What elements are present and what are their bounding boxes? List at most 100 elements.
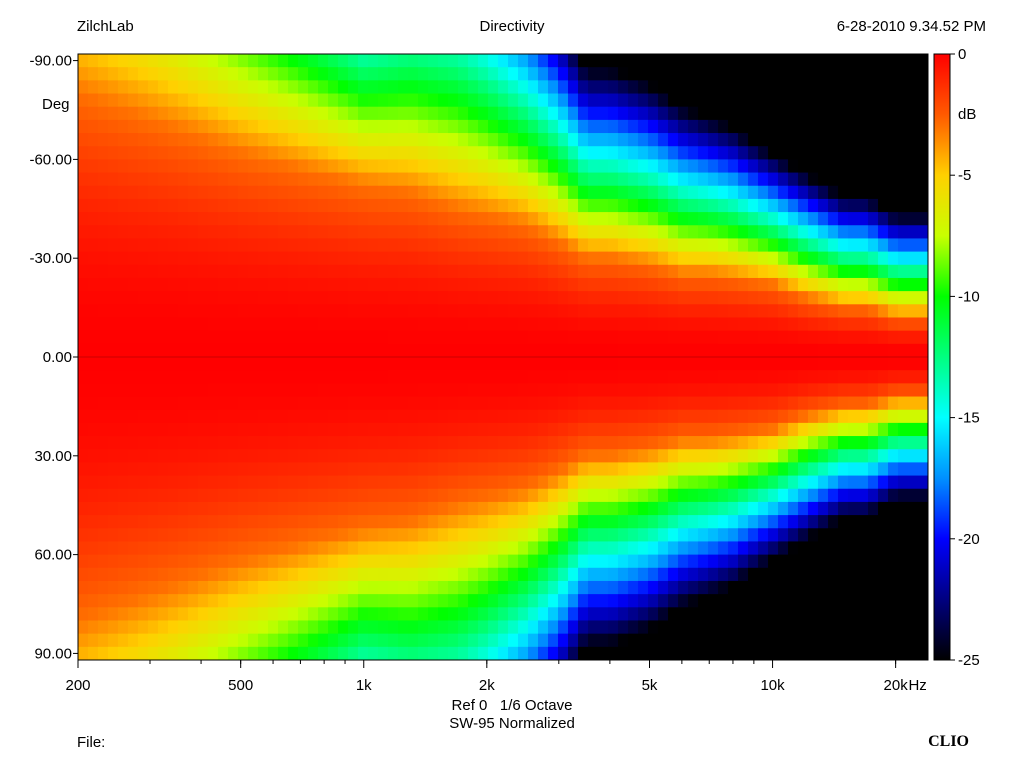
heatmap-cell [278, 304, 289, 319]
heatmap-cell [418, 357, 429, 371]
heatmap-cell [398, 567, 409, 582]
heatmap-cell [848, 330, 859, 345]
heatmap-cell [568, 330, 579, 345]
heatmap-cell [248, 172, 259, 187]
heatmap-cell [408, 409, 419, 424]
heatmap-cell [158, 212, 169, 226]
heatmap-cell [918, 357, 928, 371]
heatmap-cell [748, 291, 759, 305]
heatmap-cell [638, 304, 649, 319]
heatmap-cell [458, 449, 469, 463]
heatmap-cell [448, 146, 459, 160]
heatmap-cell [518, 449, 529, 463]
heatmap-cell [738, 475, 749, 490]
heatmap-cell [568, 264, 579, 279]
heatmap-cell [768, 304, 779, 319]
heatmap-cell [398, 515, 409, 529]
heatmap-cell [198, 357, 209, 371]
heatmap-cell [168, 159, 179, 174]
heatmap-cell [268, 594, 279, 608]
heatmap-cell [698, 357, 709, 371]
heatmap-cell [878, 330, 889, 345]
heatmap-cell [178, 528, 189, 543]
heatmap-cell [728, 607, 739, 622]
heatmap-cell [908, 528, 919, 543]
heatmap-cell [788, 93, 799, 108]
heatmap-cell [318, 119, 329, 134]
heatmap-cell [278, 225, 289, 240]
heatmap-cell [878, 396, 889, 411]
heatmap-cell [728, 172, 739, 187]
heatmap-cell [188, 620, 199, 635]
heatmap-cell [128, 620, 139, 635]
heatmap-cell [338, 528, 349, 543]
heatmap-cell [538, 607, 549, 622]
heatmap-cell [658, 343, 669, 358]
heatmap-cell [728, 80, 739, 95]
heatmap-cell [368, 185, 379, 200]
heatmap-cell [838, 370, 849, 384]
heatmap-cell [558, 304, 569, 319]
heatmap-cell [788, 251, 799, 266]
heatmap-cell [668, 633, 679, 648]
heatmap-cell [538, 198, 549, 213]
heatmap-cell [438, 198, 449, 213]
heatmap-cell [308, 67, 319, 81]
heatmap-cell [578, 515, 589, 529]
heatmap-cell [168, 238, 179, 253]
heatmap-cell [648, 436, 659, 450]
heatmap-cell [768, 567, 779, 582]
heatmap-cell [768, 436, 779, 450]
heatmap-cell [748, 515, 759, 529]
heatmap-cell [618, 330, 629, 345]
heatmap-cell [868, 291, 879, 305]
heatmap-cell [218, 238, 229, 253]
heatmap-cell [418, 80, 429, 95]
heatmap-cell [818, 633, 829, 648]
heatmap-cell [508, 436, 519, 450]
heatmap-cell [748, 436, 759, 450]
heatmap-cell [568, 541, 579, 556]
heatmap-cell [258, 185, 269, 200]
heatmap-cell [748, 159, 759, 174]
heatmap-cell [88, 225, 99, 240]
heatmap-cell [718, 422, 729, 437]
heatmap-cell [88, 620, 99, 635]
heatmap-cell [608, 317, 619, 332]
heatmap-cell [628, 277, 639, 292]
heatmap-cell [778, 304, 789, 319]
heatmap-cell [718, 594, 729, 608]
heatmap-cell [678, 172, 689, 187]
heatmap-cell [868, 541, 879, 556]
heatmap-cell [258, 567, 269, 582]
heatmap-cell [158, 330, 169, 345]
heatmap-cell [308, 133, 319, 147]
heatmap-cell [298, 554, 309, 569]
heatmap-cell [178, 488, 189, 503]
heatmap-cell [618, 264, 629, 279]
heatmap-cell [588, 172, 599, 187]
heatmap-cell [118, 515, 129, 529]
heatmap-cell [758, 594, 769, 608]
heatmap-cell [608, 198, 619, 213]
heatmap-cell [598, 594, 609, 608]
heatmap-cell [158, 106, 169, 121]
heatmap-cell [338, 396, 349, 411]
heatmap-cell [708, 238, 719, 253]
heatmap-cell [428, 475, 439, 490]
heatmap-cell [88, 251, 99, 266]
heatmap-cell [508, 93, 519, 108]
heatmap-cell [98, 594, 109, 608]
heatmap-cell [598, 54, 609, 68]
heatmap-cell [758, 172, 769, 187]
heatmap-cell [528, 594, 539, 608]
heatmap-cell [588, 54, 599, 68]
heatmap-cell [378, 370, 389, 384]
heatmap-cell [808, 580, 819, 595]
heatmap-cell [838, 264, 849, 279]
heatmap-cell [738, 541, 749, 556]
heatmap-cell [108, 146, 119, 160]
heatmap-cell [288, 462, 299, 477]
heatmap-cell [858, 198, 869, 213]
heatmap-cell [688, 251, 699, 266]
